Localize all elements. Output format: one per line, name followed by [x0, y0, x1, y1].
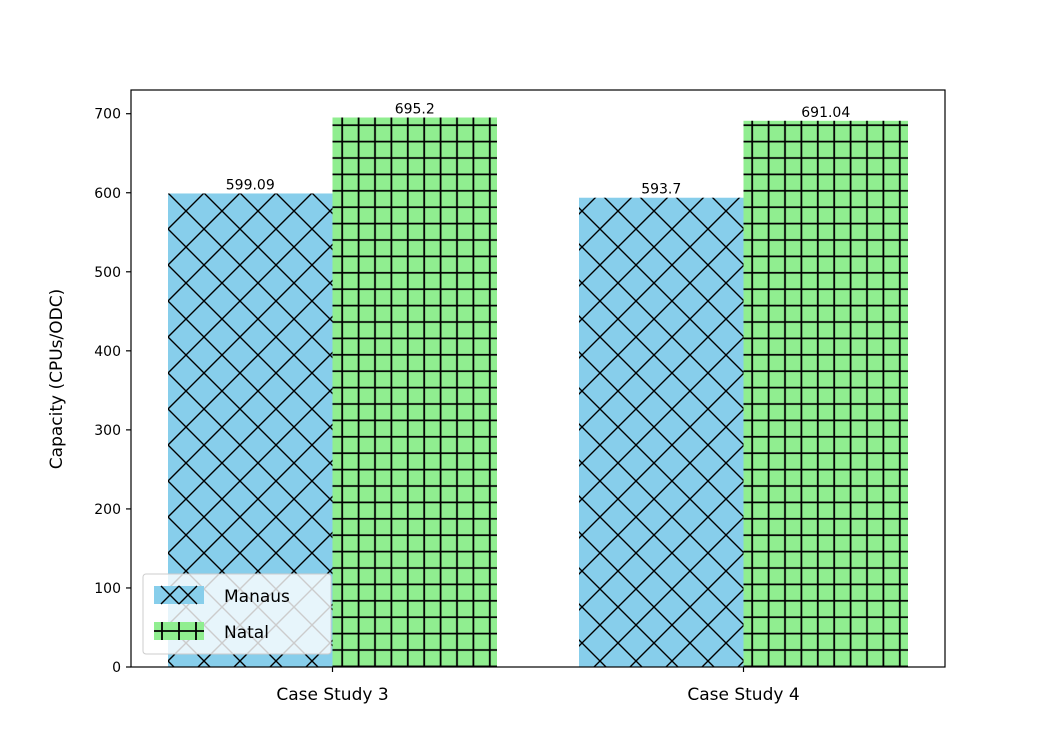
x-tick-label-2: Case Study 4	[687, 685, 799, 705]
data-label-manaus-2: 593.7	[641, 182, 681, 198]
bar-hatch-manaus-2	[579, 197, 744, 667]
data-label-manaus-1: 599.09	[226, 177, 275, 193]
y-tick-label-600: 600	[94, 186, 121, 202]
y-tick-label-0: 0	[112, 660, 121, 676]
y-axis: 0 100 200 300 400 500 600 700	[94, 107, 131, 676]
y-tick-label-100: 100	[94, 581, 121, 597]
x-axis: Case Study 3 Case Study 4	[276, 667, 800, 705]
bar-hatch-natal-1	[332, 117, 497, 668]
legend-swatch-manaus	[154, 586, 204, 604]
data-label-natal-1: 695.2	[395, 102, 435, 118]
legend-hatch-natal	[154, 622, 204, 640]
data-label-natal-2: 691.04	[801, 105, 850, 121]
y-tick-label-400: 400	[94, 344, 121, 360]
legend-hatch-manaus	[160, 585, 198, 605]
y-tick-label-300: 300	[94, 423, 121, 439]
data-labels-layer: 599.09 593.7 695.2 691.04	[226, 102, 851, 198]
y-tick-label-500: 500	[94, 265, 121, 281]
bars-layer	[168, 117, 908, 668]
y-axis-title: Capacity (CPUs/ODC)	[47, 289, 67, 469]
legend-label-natal: Natal	[224, 623, 269, 643]
y-tick-label-200: 200	[94, 502, 121, 518]
legend: Manaus Natal	[142, 573, 332, 655]
y-tick-label-700: 700	[94, 107, 121, 123]
legend-label-manaus: Manaus	[224, 587, 290, 607]
x-tick-label-1: Case Study 3	[276, 685, 388, 705]
plot-area-frame	[130, 89, 946, 668]
bar-hatch-natal-2	[743, 120, 908, 667]
